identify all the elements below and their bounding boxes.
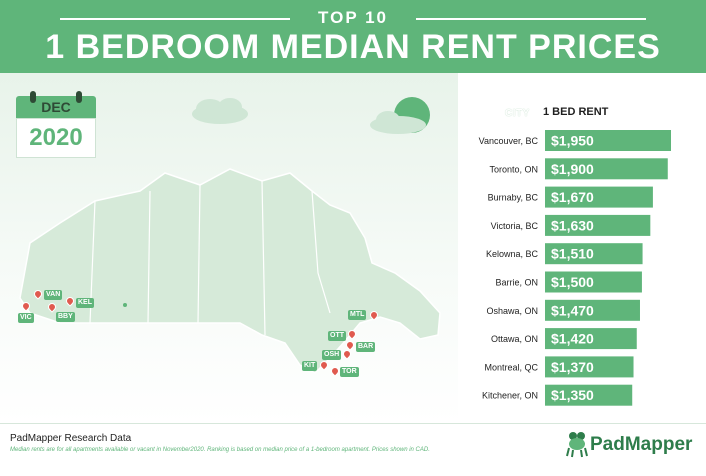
calendar-icon: DEC 2020	[16, 91, 96, 158]
map-label: OSH	[322, 350, 342, 360]
map-label: TOR	[340, 367, 359, 377]
capital-dot	[123, 303, 127, 307]
divider	[60, 18, 290, 20]
sun-icon	[370, 97, 430, 134]
map-label: BBY	[56, 312, 75, 322]
calendar-month: DEC	[41, 99, 71, 115]
footer	[0, 423, 706, 476]
ranking-panel	[458, 73, 685, 423]
province-borders	[89, 180, 331, 336]
source-credit: PadMapper Research Data	[10, 433, 132, 444]
methodology-note: Median rents are for all apartments avai…	[10, 447, 430, 453]
map-label: KEL	[76, 298, 94, 308]
header-banner	[0, 0, 706, 73]
map-label: MTL	[348, 310, 367, 320]
page-title: 1 BEDROOM MEDIAN RENT PRICES	[45, 28, 661, 66]
map-label: OTT	[328, 331, 346, 341]
cloud-icon	[192, 98, 248, 124]
header-kicker: TOP 10	[318, 8, 388, 27]
padmapper-logo: PadMapper	[566, 430, 696, 460]
calendar-ring	[30, 91, 36, 103]
map-label: KIT	[302, 361, 318, 371]
map-label: BAR	[356, 342, 376, 352]
logo-text: PadMapper	[590, 434, 693, 455]
map-label: VAN	[44, 290, 63, 300]
calendar-body: 2020	[16, 118, 96, 158]
column-header-city: CITY	[505, 108, 530, 119]
calendar-ring	[76, 91, 82, 103]
divider	[416, 18, 646, 20]
canada-map	[19, 97, 441, 374]
frog-logo-icon	[566, 432, 588, 458]
calendar-year: 2020	[29, 124, 83, 151]
canada-landmass	[19, 168, 441, 374]
column-header-rent: 1 BED RENT	[543, 106, 609, 118]
map-label: VIC	[18, 313, 34, 323]
